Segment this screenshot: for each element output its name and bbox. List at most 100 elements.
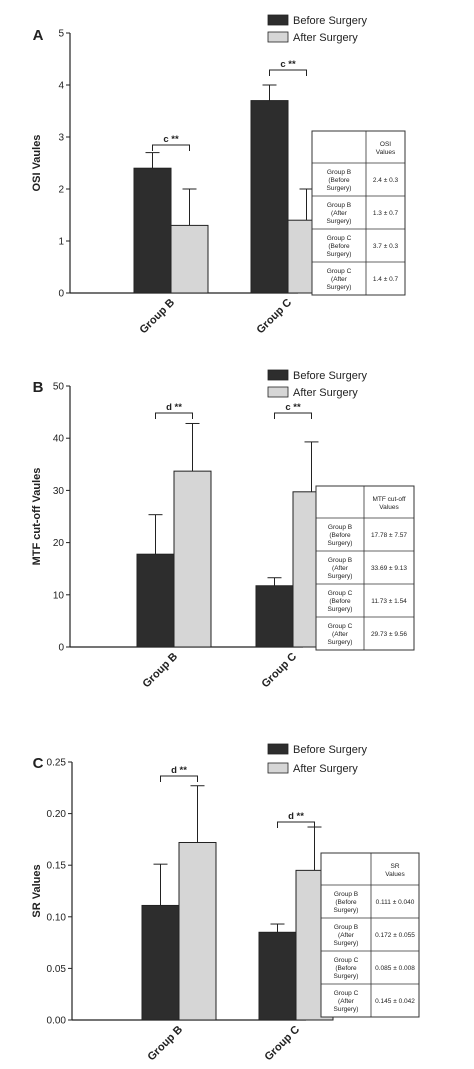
- legend-label-before: Before Surgery: [293, 744, 367, 756]
- bar-before-group-c: [258, 931, 297, 1021]
- table-row-label: (Before: [335, 899, 357, 906]
- y-tick-label: 0.05: [47, 964, 67, 975]
- y-tick-label: 3: [58, 133, 64, 144]
- bar-before-group-b: [141, 904, 180, 1021]
- table-row-value: 1.4 ± 0.7: [373, 276, 399, 283]
- bar-after-group-b: [170, 224, 209, 294]
- x-tick-label: Group B: [146, 1024, 186, 1064]
- table-row-label: Surgery): [334, 973, 359, 980]
- table-row-label: (Before: [335, 965, 357, 972]
- y-tick-label: 5: [58, 29, 64, 40]
- y-tick-label: 4: [58, 81, 64, 92]
- bar-before-group-b: [136, 553, 175, 648]
- legend-swatch-after: [267, 386, 289, 398]
- table-header: OSI: [380, 141, 391, 148]
- y-tick-label: 0.15: [47, 861, 67, 872]
- x-tick-label: Group C: [263, 1024, 303, 1064]
- table-row-label: Surgery): [328, 639, 353, 646]
- table-row-label: Group B: [328, 524, 352, 531]
- y-tick-label: 20: [53, 538, 65, 549]
- legend-label-after: After Surgery: [293, 32, 358, 44]
- table-row-label: (Before: [329, 532, 351, 539]
- significance-bracket: [160, 775, 198, 782]
- table-row-label: Surgery): [328, 540, 353, 547]
- x-tick-label: Group C: [255, 297, 295, 337]
- table-row-value: 17.78 ± 7.57: [371, 532, 407, 539]
- table-row-value: 3.7 ± 0.3: [373, 243, 399, 250]
- y-axis-label: SR Values: [31, 864, 43, 917]
- value-table: [315, 485, 415, 651]
- table-header: Values: [385, 871, 405, 878]
- x-tick-label: Group C: [260, 651, 300, 691]
- legend-label-before: Before Surgery: [293, 370, 367, 382]
- table-header: MTF cut-off: [372, 496, 405, 503]
- significance-label: c **: [285, 402, 301, 413]
- legend-swatch-before: [267, 743, 289, 755]
- y-tick-label: 0.20: [47, 809, 67, 820]
- significance-bracket: [277, 821, 315, 828]
- table-row-label: Group B: [334, 891, 358, 898]
- significance-label: d **: [166, 402, 182, 413]
- table-row-label: Group C: [334, 957, 359, 964]
- y-tick-label: 10: [53, 590, 65, 601]
- legend-label-before: Before Surgery: [293, 15, 367, 27]
- y-tick-label: 30: [53, 486, 65, 497]
- table-row-label: Surgery): [327, 251, 352, 258]
- table-row-label: Group B: [327, 169, 351, 176]
- table-header: Values: [379, 504, 399, 511]
- table-row-value: 2.4 ± 0.3: [373, 177, 399, 184]
- table-row-label: Group B: [328, 557, 352, 564]
- y-tick-label: 1: [58, 237, 64, 248]
- bar-after-group-b: [173, 470, 212, 648]
- table-row-label: Surgery): [327, 218, 352, 225]
- bar-before-group-b: [133, 167, 172, 294]
- legend-label-after: After Surgery: [293, 387, 358, 399]
- significance-label: d **: [171, 765, 187, 776]
- table-row-label: Group C: [328, 623, 353, 630]
- table-row-value: 0.111 ± 0.040: [376, 899, 415, 906]
- table-row-value: 29.73 ± 9.56: [371, 631, 407, 638]
- table-row-label: Group B: [327, 202, 351, 209]
- table-row-value: 0.172 ± 0.055: [375, 932, 415, 939]
- table-row-label: Surgery): [328, 606, 353, 613]
- panel-label: A: [33, 27, 44, 44]
- table-row-label: (After: [332, 631, 349, 638]
- table-header: Values: [376, 149, 396, 156]
- table-row-label: (Before: [329, 598, 351, 605]
- table-row-label: (After: [332, 565, 349, 572]
- y-tick-label: 0.25: [47, 758, 67, 769]
- table-row-label: Surgery): [327, 284, 352, 291]
- x-tick-label: Group B: [141, 651, 181, 691]
- table-row-label: Surgery): [334, 907, 359, 914]
- table-row-label: (Before: [328, 243, 350, 250]
- table-row-label: Group C: [327, 268, 352, 275]
- table-row-label: Surgery): [328, 573, 353, 580]
- table-row-value: 0.085 ± 0.008: [375, 965, 415, 972]
- y-tick-label: 0.10: [47, 912, 67, 923]
- significance-label: c **: [163, 134, 179, 145]
- significance-label: c **: [280, 59, 296, 70]
- table-row-label: Group B: [334, 924, 358, 931]
- legend-label-after: After Surgery: [293, 763, 358, 775]
- table-row-label: Group C: [334, 990, 359, 997]
- table-row-label: Surgery): [334, 1006, 359, 1013]
- y-tick-label: 0: [58, 289, 64, 300]
- table-row-label: Group C: [328, 590, 353, 597]
- significance-bracket: [155, 412, 193, 419]
- significance-label: d **: [288, 811, 304, 822]
- legend-swatch-after: [267, 31, 289, 43]
- table-row-label: (After: [338, 932, 355, 939]
- y-axis-label: OSI Vaules: [31, 135, 43, 192]
- bar-before-group-c: [250, 100, 289, 294]
- bar-after-group-b: [178, 841, 217, 1021]
- y-tick-label: 0: [58, 643, 64, 654]
- legend-swatch-before: [267, 369, 289, 381]
- legend-swatch-after: [267, 762, 289, 774]
- y-tick-label: 0.00: [47, 1016, 67, 1027]
- panel-label: B: [33, 379, 44, 396]
- legend-swatch-before: [267, 14, 289, 26]
- y-tick-label: 2: [58, 185, 64, 196]
- y-axis-label: MTF cut-off Vaules: [31, 468, 43, 566]
- value-table: [320, 852, 420, 1018]
